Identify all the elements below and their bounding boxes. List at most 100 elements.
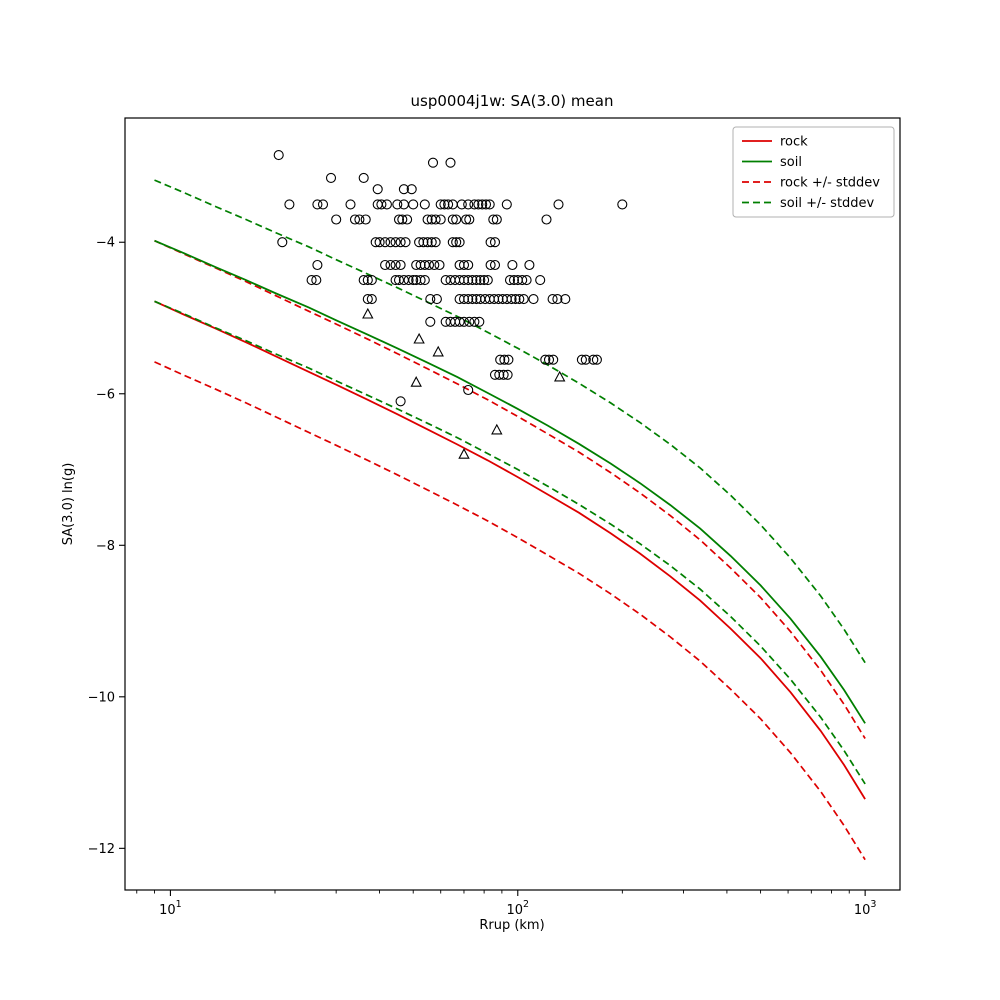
data-point-circle <box>524 259 535 271</box>
data-point-circle <box>395 259 406 271</box>
data-point-circle <box>415 275 426 286</box>
data-point-circle <box>393 214 405 225</box>
data-point-circle <box>506 294 517 305</box>
data-point-circle <box>491 214 502 225</box>
rock-mean-line <box>154 300 866 800</box>
data-point-circle <box>447 214 458 225</box>
data-point-circle <box>317 199 329 210</box>
data-point-circle <box>576 354 587 365</box>
data-point-circle <box>430 237 441 248</box>
data-point-circle <box>306 275 317 286</box>
data-point-circle <box>541 214 552 225</box>
data-point-circle <box>508 275 520 286</box>
data-point-circle <box>312 259 323 271</box>
soil-stddev-upper-line <box>154 179 866 664</box>
x-axis-label: Rrup (km) <box>479 918 544 933</box>
data-point-circle <box>398 184 409 195</box>
data-point-circle <box>498 369 509 380</box>
data-point-circle <box>458 294 470 305</box>
data-point-circle <box>435 214 446 225</box>
plot-frame <box>124 117 901 891</box>
data-point-circle <box>473 199 484 210</box>
y-tick-label: −6 <box>96 387 115 402</box>
data-point-circle <box>467 294 478 305</box>
data-point-circle <box>425 316 436 327</box>
data-point-circle <box>471 275 482 286</box>
data-point-circle <box>360 214 371 225</box>
data-point-circle <box>463 275 474 286</box>
data-point-circle <box>451 214 462 225</box>
data-point-circle <box>588 354 599 365</box>
data-point-circle <box>331 214 342 225</box>
data-point-circle <box>277 237 288 248</box>
data-point-circle <box>430 214 441 225</box>
data-point-triangle <box>553 370 566 382</box>
axes-layer: 101 102 103 −4 −6 −8 −10 −12 <box>88 117 901 918</box>
data-point-circle <box>402 214 413 225</box>
data-point-circle <box>454 237 465 248</box>
data-point-circle <box>415 259 426 271</box>
data-point-circle <box>463 384 474 396</box>
data-point-circle <box>517 275 528 286</box>
data-point-circle <box>311 275 322 286</box>
data-point-circle <box>390 275 401 286</box>
data-point-circle <box>325 172 337 183</box>
data-point-circle <box>422 214 433 225</box>
data-point-circle <box>493 294 504 305</box>
data-point-triangle <box>458 448 470 459</box>
data-point-circle <box>518 294 529 305</box>
rock-stddev-lower-line <box>154 361 866 861</box>
data-point-circle <box>463 259 474 271</box>
rock-stddev-upper-line <box>154 239 866 739</box>
data-point-circle <box>477 199 488 210</box>
data-point-circle <box>425 294 436 305</box>
chart-title: usp0004j1w: SA(3.0) mean <box>411 92 614 110</box>
y-tick-label: −10 <box>88 690 115 705</box>
data-point-circle <box>504 275 516 286</box>
data-point-circle <box>397 214 408 225</box>
data-point-circle <box>489 237 501 248</box>
data-point-circle <box>358 275 369 286</box>
data-point-circle <box>484 199 495 210</box>
data-point-circle <box>580 354 591 365</box>
data-point-circle <box>447 237 458 248</box>
legend-entry-label: soil +/- stddev <box>780 196 875 211</box>
data-point-circle <box>463 294 474 305</box>
data-point-circle <box>426 237 437 248</box>
legend-entry-label: soil <box>780 155 802 170</box>
data-point-circle <box>485 259 496 271</box>
y-tick-label: −4 <box>96 236 115 251</box>
curves-layer <box>154 179 866 861</box>
data-point-circle <box>431 294 442 305</box>
data-point-circle <box>591 354 602 365</box>
data-point-triangle <box>432 345 444 357</box>
data-point-circle <box>456 199 467 210</box>
data-point-circle <box>429 259 440 271</box>
data-point-triangle <box>362 307 374 319</box>
data-point-circle <box>354 214 365 225</box>
data-point-circle <box>482 275 493 286</box>
data-point-circle <box>547 294 558 305</box>
data-point-circle <box>434 259 445 271</box>
data-point-circle <box>408 275 419 286</box>
data-point-circle <box>400 237 411 248</box>
data-point-circle <box>469 199 480 210</box>
data-point-circle <box>540 354 551 365</box>
data-point-circle <box>427 157 439 168</box>
data-point-circle <box>617 199 628 210</box>
data-point-circle <box>385 237 396 248</box>
legend: rock soil rock +/- stddev soil +/- stddev <box>732 126 895 218</box>
data-point-circle <box>475 275 486 286</box>
data-point-circle <box>553 199 564 210</box>
data-point-circle <box>408 199 419 210</box>
data-point-circle <box>489 259 501 271</box>
data-point-circle <box>461 214 472 225</box>
data-point-circle <box>358 172 369 183</box>
data-point-circle <box>454 316 465 327</box>
data-point-circle <box>501 199 512 210</box>
data-point-circle <box>362 294 373 305</box>
data-point-circle <box>443 199 454 210</box>
data-point-circle <box>349 214 361 225</box>
